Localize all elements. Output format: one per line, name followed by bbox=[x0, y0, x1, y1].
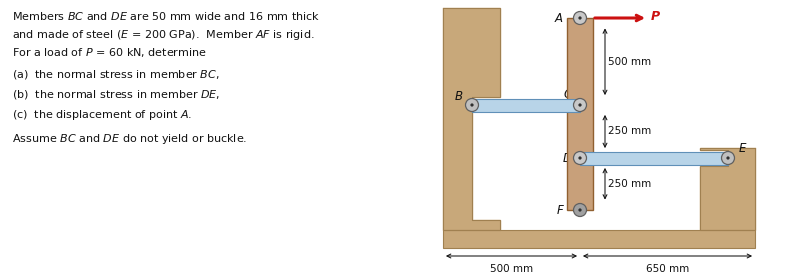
Text: 250 mm: 250 mm bbox=[608, 179, 651, 189]
Circle shape bbox=[578, 16, 581, 20]
Text: 500 mm: 500 mm bbox=[608, 57, 651, 67]
Circle shape bbox=[573, 152, 586, 165]
Circle shape bbox=[573, 203, 586, 217]
Circle shape bbox=[573, 98, 586, 112]
Text: 250 mm: 250 mm bbox=[608, 126, 651, 137]
Bar bbox=[580, 152, 728, 165]
Text: and made of steel ($E$ = 200 GPa).  Member $\mathit{AF}$ is rigid.: and made of steel ($E$ = 200 GPa). Membe… bbox=[12, 28, 315, 42]
Polygon shape bbox=[443, 8, 500, 230]
Circle shape bbox=[465, 98, 479, 112]
Text: E: E bbox=[739, 143, 746, 156]
Circle shape bbox=[578, 103, 581, 107]
Text: (c)  the displacement of point $\mathit{A}$.: (c) the displacement of point $\mathit{A… bbox=[12, 108, 192, 122]
Bar bbox=[472, 99, 580, 112]
Polygon shape bbox=[700, 148, 755, 230]
Text: Members $\mathit{BC}$ and $\mathit{DE}$ are 50 mm wide and 16 mm thick: Members $\mathit{BC}$ and $\mathit{DE}$ … bbox=[12, 10, 320, 22]
Text: 500 mm: 500 mm bbox=[490, 264, 533, 272]
Circle shape bbox=[721, 152, 735, 165]
Bar bbox=[443, 230, 755, 248]
Bar bbox=[567, 18, 593, 210]
Text: Assume $\mathit{BC}$ and $\mathit{DE}$ do not yield or buckle.: Assume $\mathit{BC}$ and $\mathit{DE}$ d… bbox=[12, 132, 248, 146]
Text: A: A bbox=[555, 11, 563, 24]
Circle shape bbox=[578, 156, 581, 160]
Text: D: D bbox=[562, 152, 572, 165]
Circle shape bbox=[573, 11, 586, 24]
Text: F: F bbox=[556, 203, 563, 217]
Text: 650 mm: 650 mm bbox=[646, 264, 689, 272]
Circle shape bbox=[726, 156, 729, 160]
Text: (b)  the normal stress in member $\mathit{DE}$,: (b) the normal stress in member $\mathit… bbox=[12, 88, 220, 101]
Circle shape bbox=[471, 103, 474, 107]
Text: P: P bbox=[651, 11, 660, 23]
Text: (a)  the normal stress in member $\mathit{BC}$,: (a) the normal stress in member $\mathit… bbox=[12, 68, 220, 81]
Text: For a load of $P$ = 60 kN, determine: For a load of $P$ = 60 kN, determine bbox=[12, 46, 207, 59]
Circle shape bbox=[578, 208, 581, 212]
Text: C: C bbox=[563, 88, 572, 101]
Text: B: B bbox=[455, 89, 463, 103]
